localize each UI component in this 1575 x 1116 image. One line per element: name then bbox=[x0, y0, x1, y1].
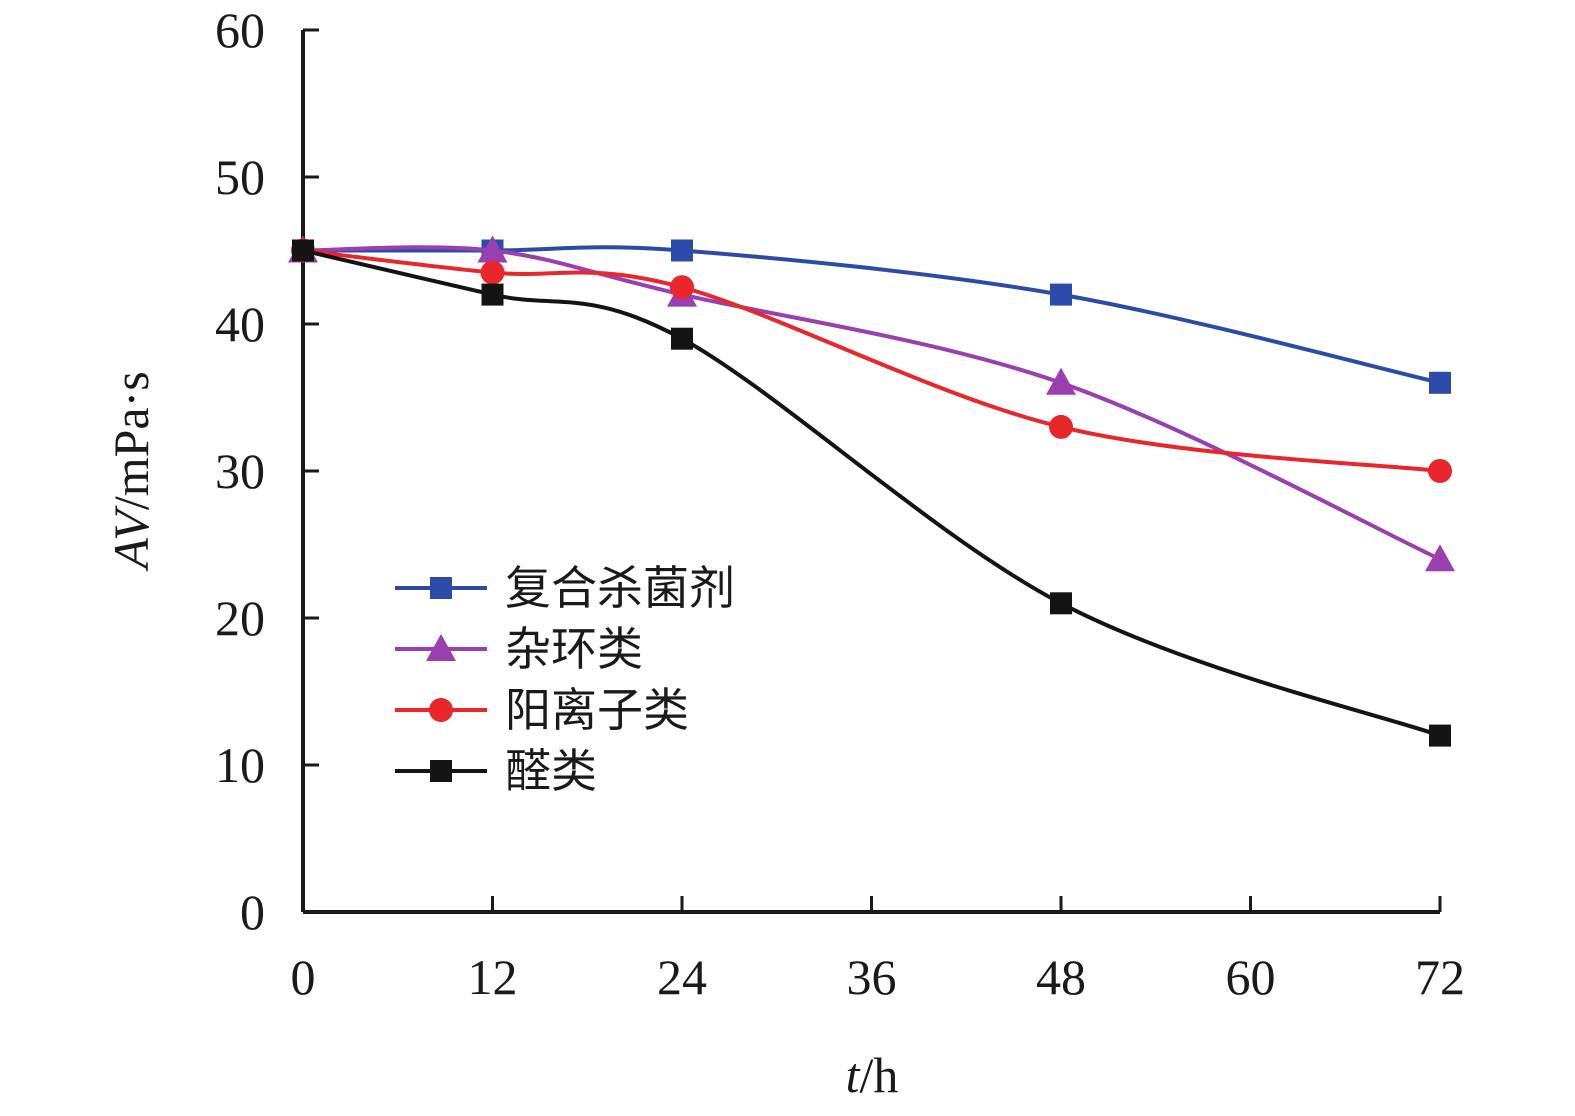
y-tick-label: 30 bbox=[215, 443, 265, 499]
x-tick-label: 60 bbox=[1226, 949, 1276, 1005]
legend-marker bbox=[430, 760, 452, 782]
data-point bbox=[1050, 592, 1072, 615]
series-line bbox=[302, 245, 1441, 562]
data-point bbox=[1429, 371, 1451, 394]
y-tick-label: 0 bbox=[240, 884, 265, 940]
data-point bbox=[1429, 724, 1451, 747]
series-line bbox=[302, 248, 1441, 738]
legend-label: 醛类 bbox=[505, 744, 597, 798]
y-tick-label: 40 bbox=[215, 296, 265, 352]
y-axis-title: AV/mPa·s bbox=[103, 371, 159, 572]
series-line bbox=[302, 245, 1441, 385]
series-0 bbox=[292, 239, 1451, 394]
data-point bbox=[671, 327, 693, 350]
legend-item: 复合杀菌剂 bbox=[395, 561, 735, 615]
data-point bbox=[481, 283, 504, 306]
data-point bbox=[1049, 414, 1073, 439]
data-point bbox=[1046, 367, 1076, 395]
series-line bbox=[302, 248, 1441, 473]
y-tick-label: 20 bbox=[215, 590, 265, 646]
data-point bbox=[292, 239, 314, 262]
axes: 0 10 20 30 40 50 60 0 12 24 36 48 60 72 bbox=[215, 2, 1465, 1005]
series-1 bbox=[288, 235, 1455, 572]
data-point bbox=[1425, 544, 1455, 572]
x-tick-label: 48 bbox=[1036, 949, 1086, 1005]
data-point bbox=[480, 260, 505, 285]
x-tick-label: 36 bbox=[847, 949, 897, 1005]
legend-label: 复合杀菌剂 bbox=[505, 561, 735, 615]
legend-item: 杂环类 bbox=[395, 622, 643, 676]
data-point bbox=[671, 239, 693, 262]
series-layer bbox=[288, 235, 1455, 747]
legend-label: 杂环类 bbox=[505, 622, 643, 676]
x-tick-label: 72 bbox=[1415, 949, 1465, 1005]
y-tick-label: 60 bbox=[215, 2, 265, 58]
legend-marker bbox=[426, 634, 456, 661]
series-3 bbox=[292, 239, 1451, 747]
x-axis-title: t/h bbox=[846, 1047, 899, 1103]
legend-item: 阳离子类 bbox=[395, 683, 689, 737]
legend-marker bbox=[430, 577, 452, 599]
legend-item: 醛类 bbox=[395, 744, 597, 798]
legend-marker bbox=[429, 698, 453, 722]
series-2 bbox=[291, 238, 1452, 483]
data-point bbox=[1428, 459, 1452, 483]
data-point bbox=[477, 235, 508, 263]
y-tick-label: 10 bbox=[215, 737, 265, 793]
x-tick-label: 24 bbox=[657, 949, 707, 1005]
x-tick-label: 12 bbox=[468, 949, 518, 1005]
data-point bbox=[670, 275, 694, 300]
data-point bbox=[1050, 283, 1072, 306]
y-tick-label: 50 bbox=[215, 149, 265, 205]
legend-label: 阳离子类 bbox=[505, 683, 689, 737]
x-tick-label: 0 bbox=[291, 949, 316, 1005]
